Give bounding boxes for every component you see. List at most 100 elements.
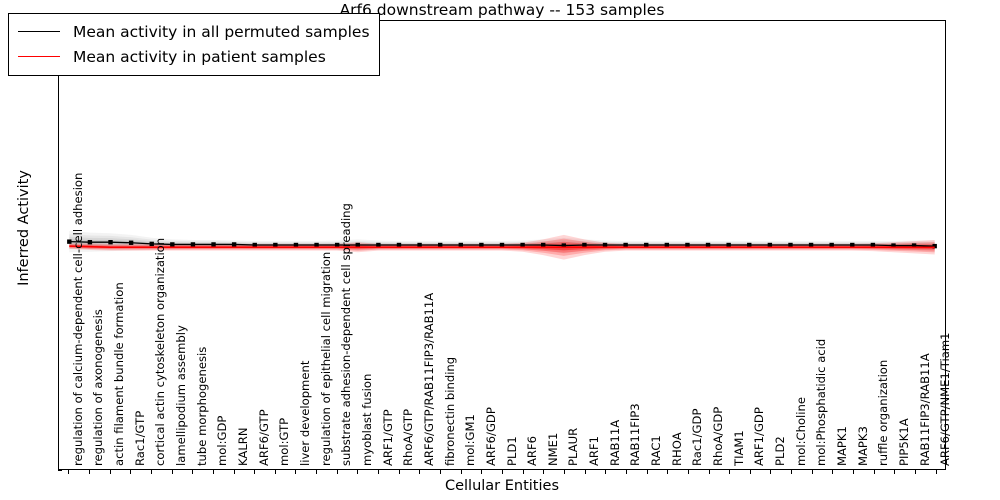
confidence-band [69,236,935,250]
series-marker [561,243,567,248]
x-tick-mark [832,470,834,474]
x-tick-label: RAC1 [649,435,664,466]
x-tick-label: ARF6/GTP/RAB11FIP3/RAB11A [421,292,436,466]
series-marker [211,242,216,247]
series-marker [932,243,937,249]
x-tick-mark [708,470,710,474]
x-tick-mark [109,470,111,474]
x-tick-mark [68,470,70,474]
chart-legend: Mean activity in all permuted samples Me… [8,13,380,76]
x-tick-mark [687,470,689,474]
series-marker [479,242,484,248]
x-tick-mark [254,470,256,474]
x-tick-mark [563,470,565,474]
series-marker [231,242,237,247]
series-marker [149,241,154,247]
x-tick-mark [316,470,318,474]
x-tick-label: PLD1 [504,436,519,466]
series-marker [664,242,670,248]
x-tick-label: fibronectin binding [442,356,457,466]
legend-label-patient: Mean activity in patient samples [73,47,326,66]
x-tick-mark [88,470,90,474]
x-tick-mark [398,470,400,474]
x-tick-mark [894,470,896,474]
series-marker [437,242,443,248]
x-tick-mark [625,470,627,474]
series-marker [870,242,876,248]
x-tick-label: mol:Choline [793,397,808,466]
x-tick-label: KALRN [236,427,251,466]
x-tick-mark [274,470,276,474]
series-marker [808,242,814,248]
series-marker [705,242,711,248]
x-tick-mark [336,470,338,474]
x-tick-label: ARF1/GTP [380,409,395,466]
x-tick-label: Rac1/GDP [690,408,705,466]
x-tick-label: RAB11A [607,419,622,466]
x-tick-label: RHOA [669,432,684,466]
series-marker [520,242,525,248]
plot-area [58,20,946,470]
x-tick-mark [357,470,359,474]
x-tick-label: cortical actin cytoskeleton organization [153,237,168,466]
series-marker [396,242,402,248]
x-tick-label: Rac1/GTP [132,410,147,466]
x-tick-label: actin filament bundle formation [112,282,127,466]
x-tick-mark [770,470,772,474]
x-tick-mark [233,470,235,474]
x-tick-mark [295,470,297,474]
x-tick-label: ARF6/GTP/NME1/Tiam1 [938,332,953,467]
series-line [69,245,935,249]
x-tick-mark [502,470,503,474]
legend-swatch-black-icon [18,31,60,32]
x-tick-mark [729,470,731,474]
series-marker [829,242,834,248]
x-tick-label: ARF6/GTP [256,409,271,466]
x-tick-mark [212,470,214,474]
legend-item-permuted: Mean activity in all permuted samples [18,19,370,44]
series-marker [252,242,257,248]
x-tick-label: NME1 [545,432,560,466]
x-tick-mark [646,470,648,474]
x-tick-mark [853,470,855,474]
x-tick-mark [791,470,793,474]
x-tick-label: mol:GM1 [463,414,478,466]
x-tick-label: mol:Phosphatidic acid [814,338,829,466]
series-marker [458,242,463,248]
x-tick-label: PLD2 [772,436,787,466]
x-tick-mark [811,470,813,474]
x-tick-mark [460,470,462,474]
y-tick-mark [58,470,62,471]
x-tick-mark [440,470,442,474]
x-tick-label: myoblast fusion [359,373,374,466]
x-tick-mark [192,470,194,474]
chart-title: Arf6 downstream pathway -- 153 samples [339,1,665,19]
series-marker [108,240,113,245]
series-marker [190,242,196,247]
series-marker [417,242,422,248]
legend-swatch-red-icon [18,56,60,57]
series-marker [767,242,773,248]
x-tick-label: RhoA/GDP [711,406,725,466]
x-tick-label: TIAM1 [731,430,746,466]
series-marker [644,242,649,248]
series-marker [293,242,299,248]
x-tick-mark [522,470,524,474]
x-tick-label: PIP5K1A [896,418,911,466]
series-lines [67,239,937,249]
x-tick-label: regulation of calcium-dependent cell-cel… [70,172,85,466]
series-marker [314,242,319,248]
series-marker [726,242,731,248]
x-tick-label: tube morphogenesis [194,346,209,466]
x-tick-mark [130,470,132,474]
series-marker [685,242,690,248]
x-tick-mark [419,470,421,474]
x-tick-label: RAB11FIP3/RAB11A [917,353,932,466]
x-tick-label: MAPK3 [855,426,870,466]
x-tick-mark [150,470,152,474]
series-marker [582,242,587,248]
x-tick-mark [667,470,669,474]
series-marker [541,242,546,248]
x-tick-label: ARF1/GDP [752,407,767,466]
